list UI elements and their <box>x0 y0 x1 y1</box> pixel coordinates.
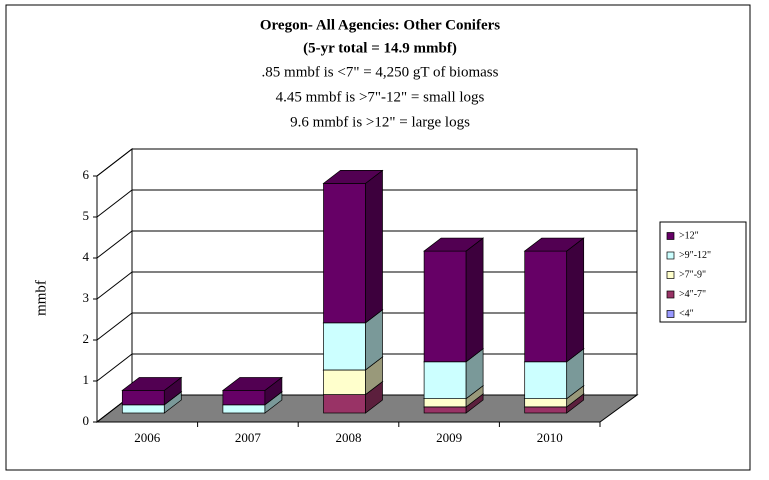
bar-top <box>423 237 485 252</box>
grid-line <box>96 189 133 218</box>
bar <box>423 406 467 414</box>
x-tick-label: 2008 <box>336 430 362 445</box>
bar <box>423 361 467 400</box>
x-tick-label: 2009 <box>436 430 462 445</box>
y-tick-label: 4 <box>83 249 90 264</box>
bar <box>423 398 467 408</box>
legend-swatch <box>666 290 675 299</box>
grid-line <box>96 353 133 382</box>
bar <box>121 390 165 406</box>
bar-side <box>465 237 484 363</box>
bar-side <box>566 237 585 363</box>
bar-top <box>523 237 585 252</box>
y-tick-label: 3 <box>83 290 90 305</box>
bar <box>222 390 266 406</box>
legend-swatch <box>666 271 675 279</box>
bar <box>323 322 366 371</box>
bar-top <box>322 170 384 184</box>
y-tick-label: 0 <box>83 413 90 428</box>
legend-swatch <box>666 310 675 318</box>
bar <box>121 404 165 414</box>
y-tick-label: 1 <box>83 372 90 387</box>
bar <box>323 369 366 395</box>
y-axis-label: mmbf <box>33 280 49 316</box>
x-tick-label: 2006 <box>134 430 161 445</box>
x-tick-label: 2007 <box>235 430 262 445</box>
legend-swatch <box>666 251 675 260</box>
annotation: 9.6 mmbf is >12" = large logs <box>290 114 470 130</box>
bar <box>323 394 366 414</box>
grid-line <box>96 271 133 300</box>
bar <box>423 250 467 363</box>
y-tick-label: 5 <box>83 208 90 223</box>
grid-line <box>96 148 133 177</box>
annotation: 4.45 mmbf is >7"-12" = small logs <box>276 89 485 105</box>
legend-label: >7"-9" <box>679 269 706 280</box>
legend-swatch <box>666 232 675 240</box>
chart-title: Oregon- All Agencies: Other Conifers <box>260 17 500 33</box>
annotation: .85 mmbf is <7" = 4,250 gT of biomass <box>262 64 499 80</box>
bar-top <box>121 377 183 391</box>
bar <box>524 361 568 400</box>
grid-line <box>96 230 133 259</box>
bar <box>524 398 568 408</box>
legend-label: >4"-7" <box>679 289 706 300</box>
bar <box>524 406 568 414</box>
grid-line <box>96 312 133 341</box>
chart-subtitle: (5-yr total = 14.9 mmbf) <box>303 40 457 56</box>
x-tick-label: 2010 <box>537 430 563 445</box>
legend-label: <4" <box>679 308 694 319</box>
bar-side <box>365 169 383 324</box>
legend-label: >9"-12" <box>679 250 711 261</box>
bar-top <box>221 377 283 391</box>
bar <box>222 404 266 414</box>
bar <box>524 250 568 363</box>
y-tick-label: 2 <box>83 331 90 346</box>
y-tick-label: 6 <box>83 167 90 182</box>
legend-label: >12" <box>679 230 699 241</box>
bar <box>323 183 366 324</box>
